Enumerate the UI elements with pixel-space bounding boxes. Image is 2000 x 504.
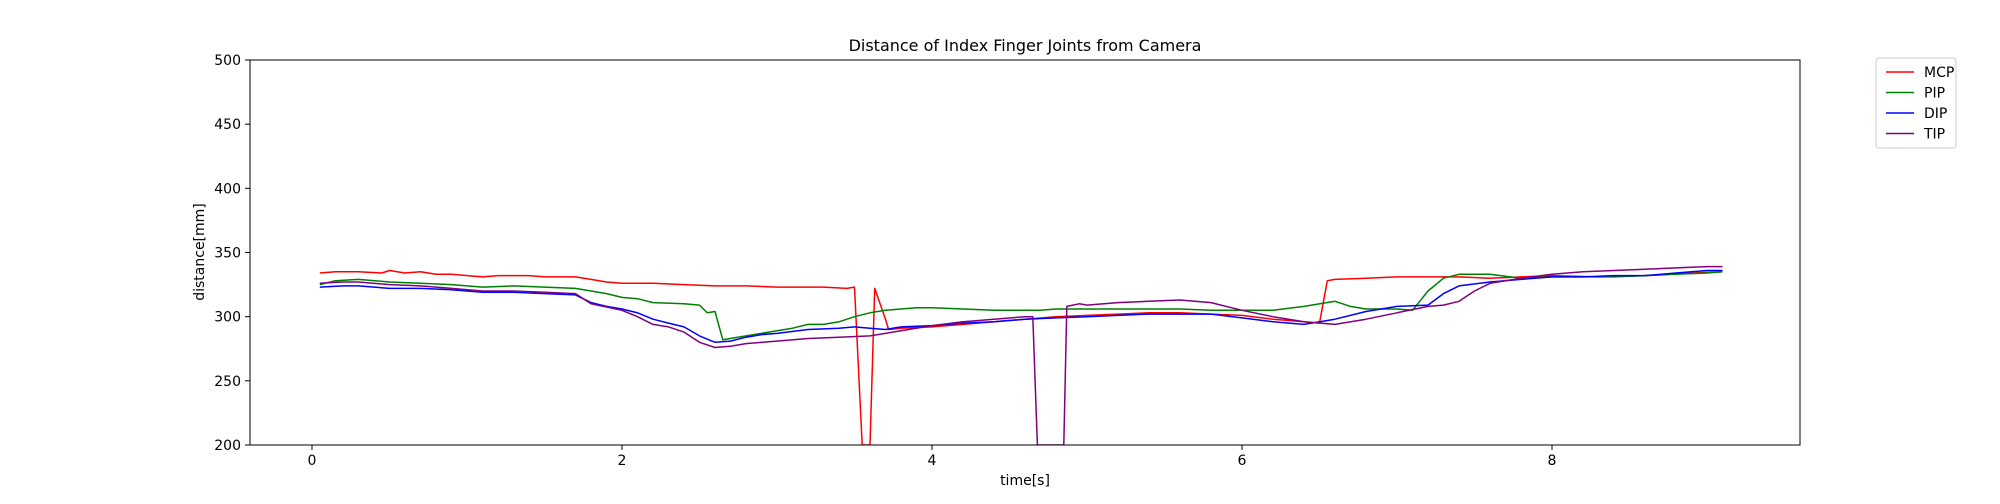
legend-label-tip: TIP bbox=[1923, 127, 1945, 143]
y-axis: 200 250 300 350 400 450 500 bbox=[214, 53, 250, 454]
legend-label-dip: DIP bbox=[1924, 106, 1947, 122]
legend-label-mcp: MCP bbox=[1924, 65, 1954, 81]
y-tick-label: 250 bbox=[214, 374, 241, 390]
legend-frame bbox=[1875, 57, 1957, 149]
series-line-dip bbox=[319, 269, 1723, 344]
series-layer bbox=[319, 265, 1723, 445]
x-axis-label: time[s] bbox=[1000, 473, 1050, 489]
y-tick-label: 200 bbox=[214, 438, 241, 454]
chart-title: Distance of Index Finger Joints from Cam… bbox=[849, 36, 1202, 55]
y-axis-label: distance[mm] bbox=[192, 203, 208, 301]
x-tick-label: 2 bbox=[618, 453, 627, 469]
y-tick-label: 400 bbox=[214, 181, 241, 197]
legend-label-pip: PIP bbox=[1924, 86, 1945, 102]
plot-frame bbox=[249, 59, 1801, 446]
series-line-mcp bbox=[319, 269, 1723, 445]
y-tick-label: 300 bbox=[214, 310, 241, 326]
series-line-pip bbox=[319, 271, 1723, 341]
x-axis: 0 2 4 6 8 bbox=[308, 445, 1557, 469]
x-tick-label: 4 bbox=[928, 453, 937, 469]
y-tick-label: 450 bbox=[214, 117, 241, 133]
series-line-tip bbox=[319, 265, 1723, 445]
x-tick-label: 8 bbox=[1548, 453, 1557, 469]
x-tick-label: 6 bbox=[1238, 453, 1247, 469]
x-tick-label: 0 bbox=[308, 453, 317, 469]
legend: MCP PIP DIP TIP bbox=[1875, 57, 1957, 149]
y-tick-label: 500 bbox=[214, 53, 241, 69]
y-tick-label: 350 bbox=[214, 246, 241, 262]
